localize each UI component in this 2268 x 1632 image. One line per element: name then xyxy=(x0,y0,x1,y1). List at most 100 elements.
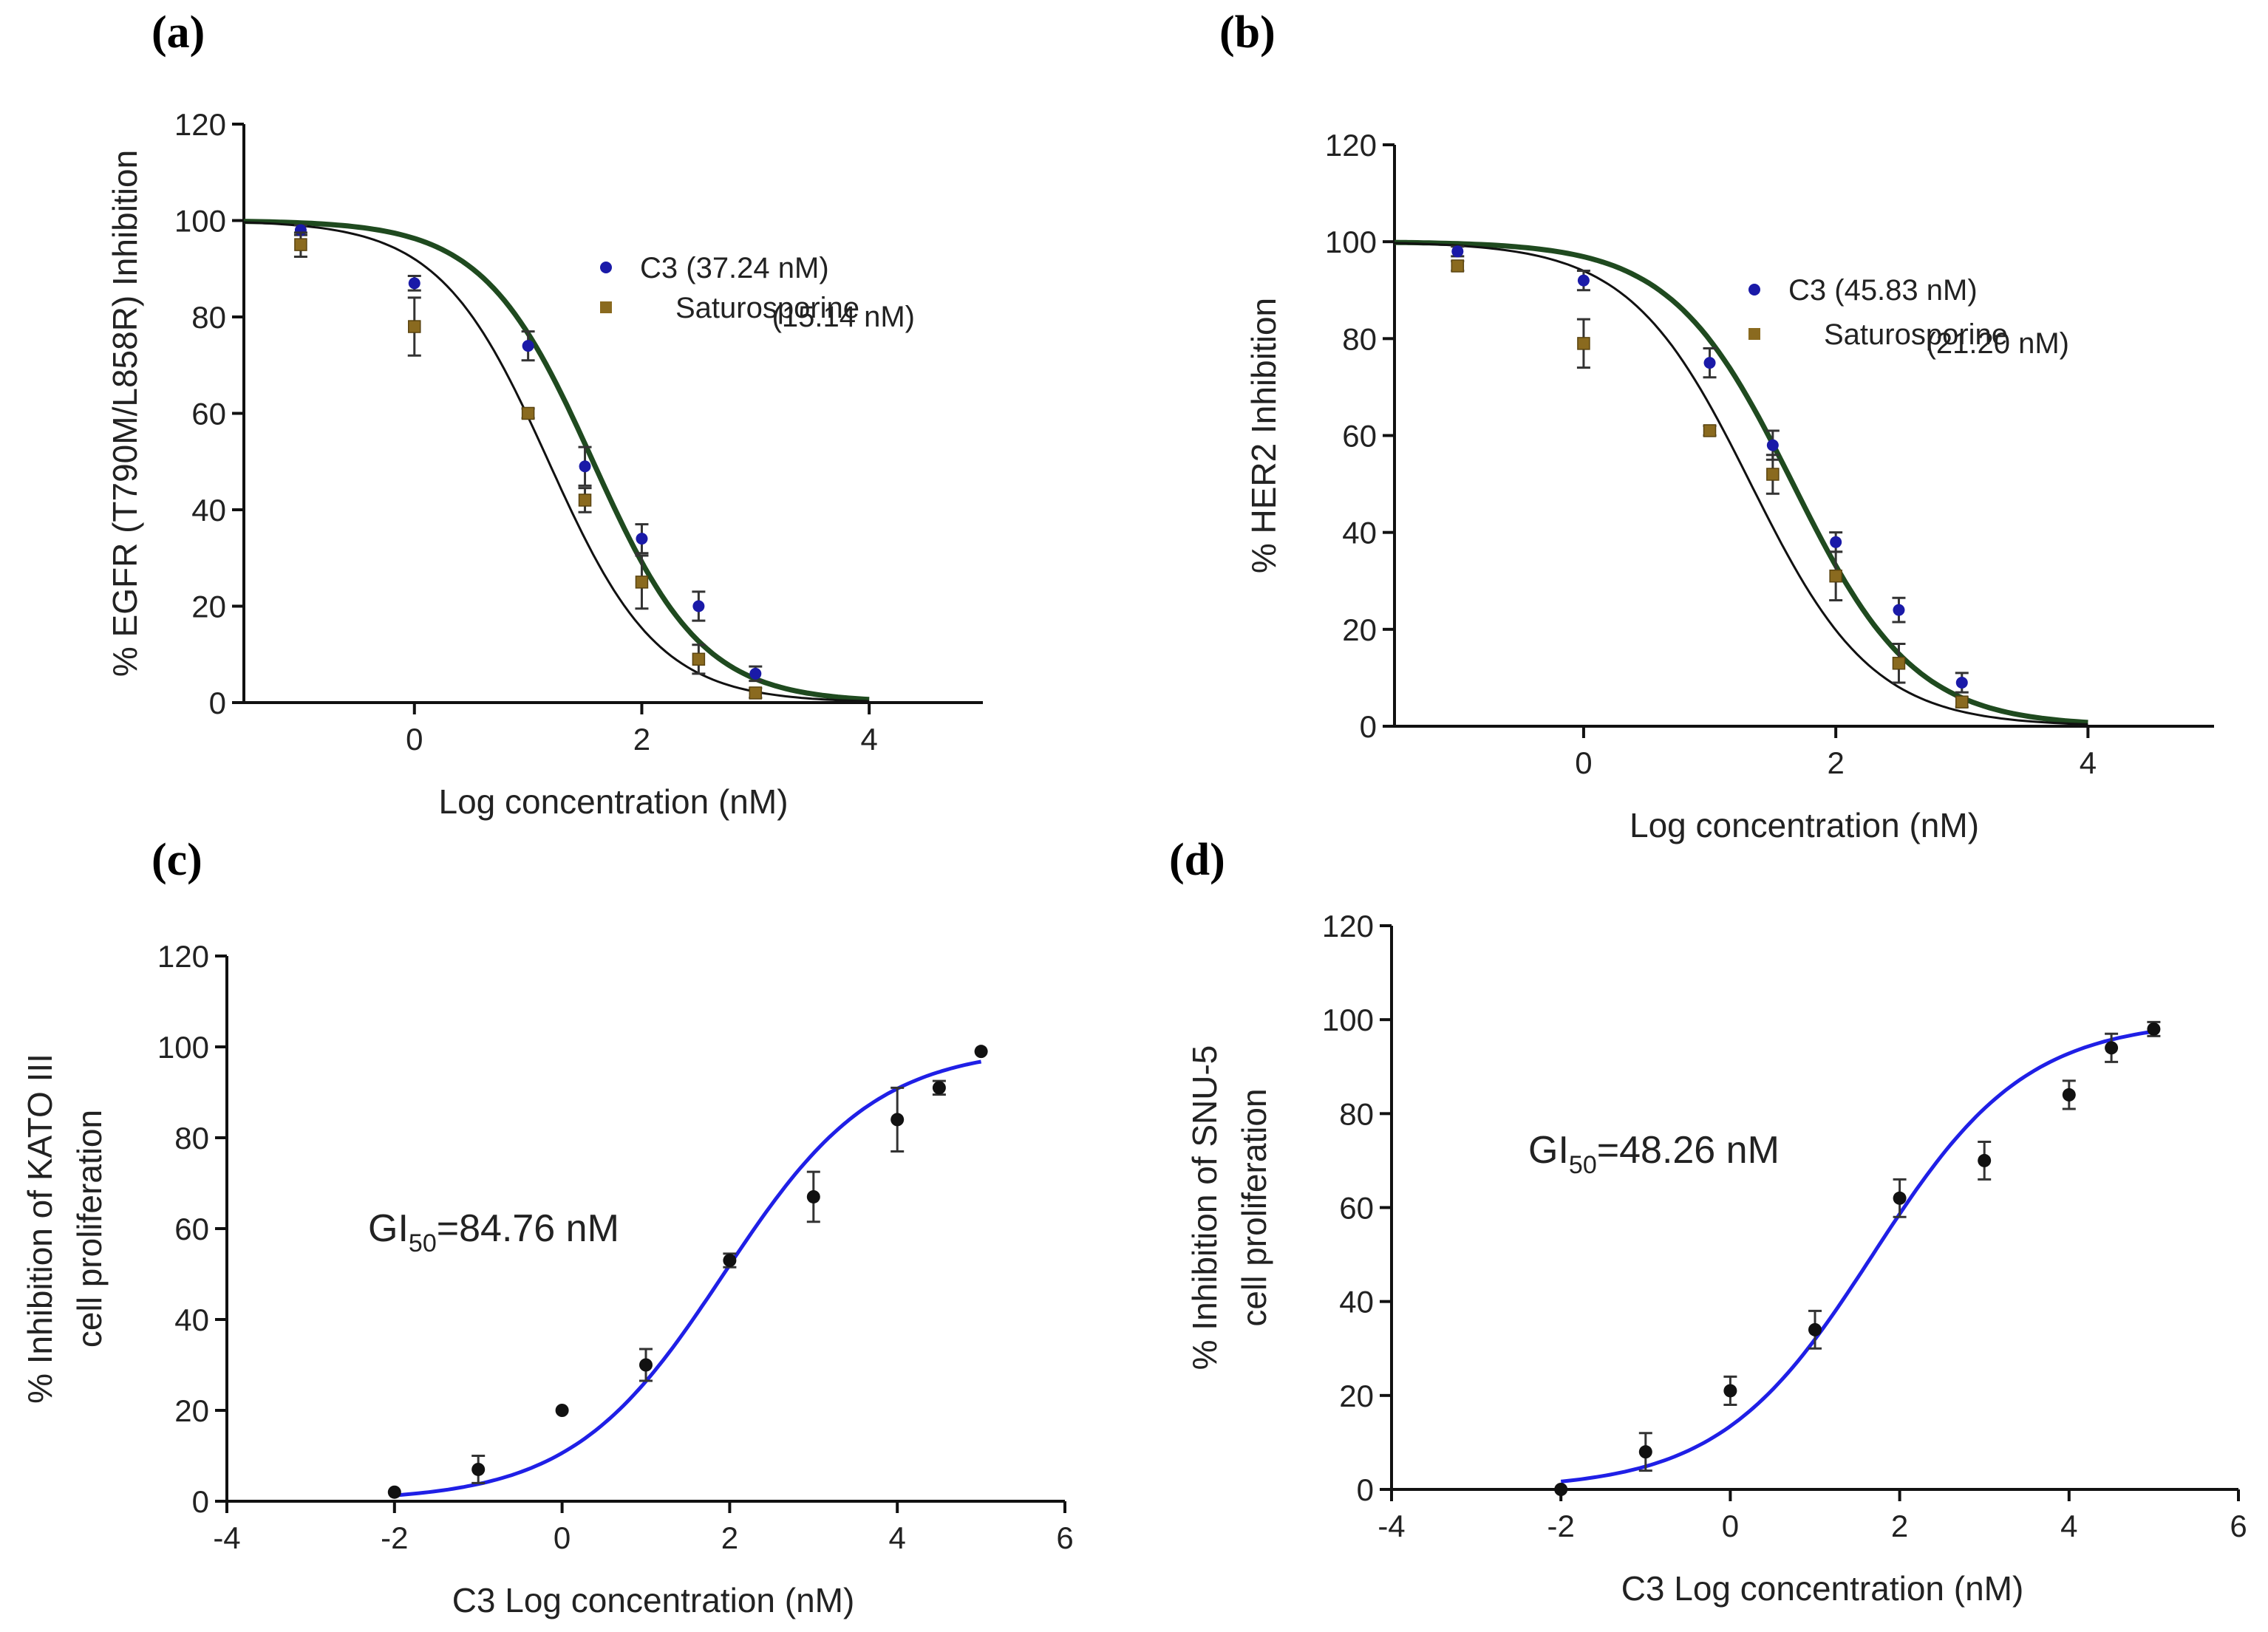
legend-value-saturosporine: (21.20 nM) xyxy=(1927,327,2069,360)
y-tick-label: 40 xyxy=(174,1302,209,1337)
data-point xyxy=(692,600,705,612)
y-axis-title: % EGFR (T790M/L858R) Inhibition xyxy=(106,150,144,677)
y-tick-label: 40 xyxy=(191,493,226,528)
y-tick-label: 60 xyxy=(1339,1191,1374,1226)
data-point xyxy=(974,1045,988,1059)
legend-label-c3: C3 (45.83 nM) xyxy=(1788,274,1978,307)
panel-letter: (b) xyxy=(1219,7,1276,58)
legend-label-saturosporine: Saturosporine xyxy=(675,292,859,324)
data-point xyxy=(692,652,706,666)
x-tick-label: 4 xyxy=(889,1520,906,1555)
data-point xyxy=(635,576,649,589)
data-point xyxy=(1766,439,1779,451)
x-tick-label: 4 xyxy=(860,722,877,757)
data-point xyxy=(521,406,535,420)
gi50-value: =48.26 nM xyxy=(1597,1129,1780,1172)
data-point xyxy=(1451,259,1465,273)
gi50-value: =84.76 nM xyxy=(437,1207,619,1250)
data-point xyxy=(2105,1041,2119,1055)
data-point xyxy=(749,667,762,680)
panel-letter: (c) xyxy=(151,835,202,885)
y-tick-label: 100 xyxy=(157,1030,209,1065)
legend-label-saturosporine: Saturosporine xyxy=(1824,318,2008,351)
data-point xyxy=(1638,1445,1652,1459)
gi50-subscript: 50 xyxy=(409,1229,437,1257)
x-tick-label: -2 xyxy=(1547,1509,1575,1543)
data-point xyxy=(522,340,534,352)
x-tick-label: 2 xyxy=(1891,1509,1908,1543)
data-point xyxy=(1808,1322,1822,1336)
gi50-annotation: GI50=84.76 nM xyxy=(368,1207,619,1257)
y-tick-label: 20 xyxy=(191,590,226,624)
x-axis-title: Log concentration (nM) xyxy=(1630,806,1979,844)
data-point xyxy=(294,238,307,251)
data-point xyxy=(408,277,420,290)
legend-marker-saturosporine xyxy=(1748,328,1760,340)
x-tick-label: -2 xyxy=(381,1520,408,1555)
y-tick-label: 40 xyxy=(1339,1285,1374,1319)
data-point xyxy=(578,494,592,507)
x-tick-label: 0 xyxy=(1575,745,1592,780)
data-point xyxy=(639,1358,653,1372)
data-point xyxy=(2062,1088,2076,1102)
data-point xyxy=(636,533,648,545)
y-tick-label: 80 xyxy=(191,300,226,335)
y-tick-label: 100 xyxy=(1322,1003,1374,1037)
legend-label-c3: C3 (37.24 nM) xyxy=(640,252,829,284)
y-tick-label: 60 xyxy=(174,1212,209,1246)
data-point xyxy=(471,1462,486,1476)
data-point xyxy=(387,1485,401,1499)
gi50-annotation: GI50=48.26 nM xyxy=(1528,1129,1780,1179)
data-point xyxy=(1955,695,1969,709)
data-point xyxy=(890,1113,905,1127)
x-axis-title: C3 Log concentration (nM) xyxy=(1621,1569,2024,1608)
y-tick-label: 40 xyxy=(1342,516,1377,550)
x-tick-label: 2 xyxy=(721,1520,738,1555)
legend-marker-c3 xyxy=(600,262,612,273)
x-tick-label: 2 xyxy=(1827,745,1844,780)
y-tick-label: 60 xyxy=(1342,419,1377,454)
y-tick-label: 0 xyxy=(209,686,226,720)
y-tick-label: 120 xyxy=(1325,128,1377,163)
x-tick-label: 6 xyxy=(1056,1520,1073,1555)
gi50-subscript: 50 xyxy=(1569,1151,1597,1179)
y-tick-label: 100 xyxy=(1325,225,1377,259)
legend: C3 (45.83 nM) Saturosporine(21.20 nM) xyxy=(1748,274,2069,360)
data-point xyxy=(1554,1483,1568,1496)
data-point xyxy=(723,1254,737,1268)
y-tick-label: 20 xyxy=(1339,1379,1374,1413)
data-point xyxy=(749,686,763,700)
y-tick-label: 0 xyxy=(1357,1472,1374,1507)
x-tick-label: 0 xyxy=(554,1520,571,1555)
y-axis-title: % Inhibition of SNU-5 xyxy=(1185,1045,1224,1370)
legend-value-saturosporine: (15.14 nM) xyxy=(772,301,915,333)
y-tick-label: 20 xyxy=(174,1393,209,1428)
x-axis-title: C3 Log concentration (nM) xyxy=(452,1581,855,1619)
fit-curve-saturosporine xyxy=(243,221,870,703)
data-point xyxy=(2147,1022,2161,1036)
fit-curve-c3 xyxy=(394,1059,982,1498)
data-point xyxy=(1451,245,1464,258)
data-point xyxy=(579,460,591,473)
y-tick-label: 0 xyxy=(1360,709,1377,744)
data-point xyxy=(1829,569,1842,583)
x-tick-label: 6 xyxy=(2230,1509,2247,1543)
y-tick-label: 20 xyxy=(1342,612,1377,647)
panel-b: (b) 0 20 40 60 80 100 120 0 2 4 Log concentration (… xyxy=(1219,7,2214,844)
fit-curve-c3 xyxy=(243,219,870,703)
data-point xyxy=(1577,274,1590,287)
data-point xyxy=(1955,676,1968,689)
x-tick-label: 4 xyxy=(2060,1509,2077,1543)
legend: C3 (37.24 nM) Saturosporine(15.14 nM) xyxy=(600,252,915,333)
x-tick-label: -4 xyxy=(1378,1509,1405,1543)
panel-c: (c) 0 20 40 60 80 100 120 -4 -2 0 2 4 6 C3 Log concent… xyxy=(21,835,1074,1619)
y-tick-label: 0 xyxy=(192,1484,209,1519)
y-tick-label: 120 xyxy=(174,107,226,142)
data-point xyxy=(1577,337,1590,350)
gi50-label: GI xyxy=(1528,1129,1569,1172)
y-tick-label: 100 xyxy=(174,204,226,239)
panel-a: (a) 0 20 40 60 80 100 120 0 2 4 Log concentration (… xyxy=(106,7,983,821)
gi50-label: GI xyxy=(368,1207,409,1250)
data-point xyxy=(1893,1191,1907,1205)
